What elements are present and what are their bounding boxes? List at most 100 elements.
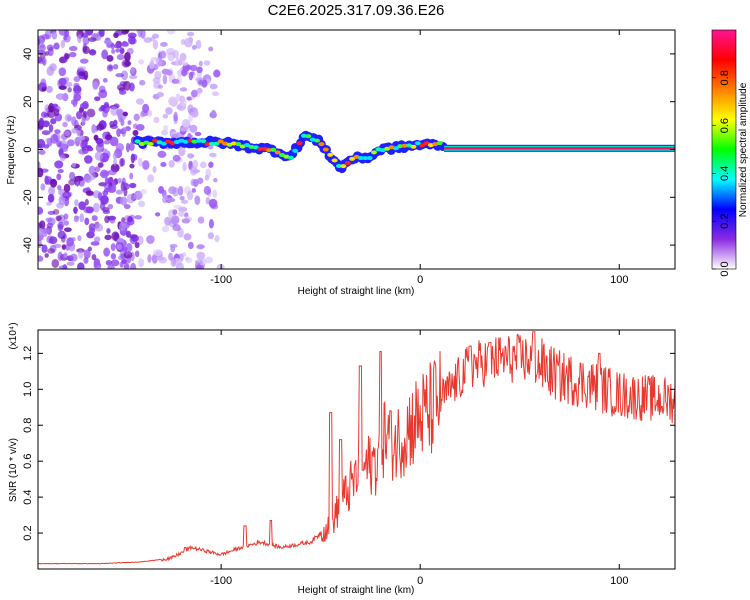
noise-blob xyxy=(58,67,67,77)
noise-blob xyxy=(110,243,116,252)
noise-blob xyxy=(46,109,56,119)
noise-blob xyxy=(82,35,90,45)
noise-blob xyxy=(132,129,139,137)
noise-blob xyxy=(134,250,140,258)
noise-blob xyxy=(40,183,46,191)
ridge-highlight xyxy=(335,163,342,168)
ridge-highlight xyxy=(414,141,421,146)
noise-blob xyxy=(119,47,125,55)
noise-blob xyxy=(57,222,65,229)
noise-blob xyxy=(103,247,111,257)
noise-blob xyxy=(94,166,101,173)
ridge-highlight xyxy=(204,142,211,147)
ridge-highlight xyxy=(340,164,347,169)
x-tick-label: -100 xyxy=(210,274,232,286)
ridge-highlight xyxy=(314,138,321,143)
noise-blob xyxy=(88,227,96,234)
noise-blob xyxy=(172,154,181,162)
noise-blob xyxy=(115,48,120,53)
noise-blob xyxy=(66,139,75,147)
ridge-highlight xyxy=(322,147,329,152)
noise-blob xyxy=(117,237,124,243)
noise-blob xyxy=(43,144,50,149)
noise-blob xyxy=(147,109,153,117)
noise-blob xyxy=(102,209,111,215)
noise-blob xyxy=(123,204,131,210)
noise-blob xyxy=(172,49,179,59)
noise-blob xyxy=(78,177,85,187)
ridge-highlight xyxy=(327,152,334,157)
noise-blob xyxy=(79,58,89,64)
ridge-highlight xyxy=(134,139,141,144)
y-tick-label: 0 xyxy=(22,146,34,152)
colorbar-tick-label: 0.6 xyxy=(719,118,731,133)
noise-blob xyxy=(173,204,182,209)
noise-blob xyxy=(113,157,118,166)
noise-blob xyxy=(172,224,181,232)
noise-blob xyxy=(78,148,87,155)
noise-blob xyxy=(127,120,132,125)
ridge-highlight xyxy=(401,143,408,148)
noise-blob xyxy=(216,264,225,269)
noise-blob xyxy=(128,82,135,92)
ridge-highlight xyxy=(292,148,299,153)
noise-blob xyxy=(207,232,215,240)
noise-blob xyxy=(58,85,67,90)
noise-blob xyxy=(140,188,147,195)
noise-blob xyxy=(41,86,47,92)
noise-blob xyxy=(179,87,188,92)
noise-blob xyxy=(63,252,68,258)
ridge-highlight xyxy=(423,141,430,146)
noise-blob xyxy=(162,195,168,201)
noise-blob xyxy=(67,115,72,122)
noise-blob xyxy=(49,63,57,72)
ridge-highlight xyxy=(344,160,351,165)
noise-blob xyxy=(71,162,76,168)
steady-line-core xyxy=(444,147,675,150)
noise-blob xyxy=(83,257,89,264)
noise-blob xyxy=(116,128,121,137)
colorbar-gradient xyxy=(711,29,737,270)
noise-blob xyxy=(124,30,129,34)
noise-blob xyxy=(57,251,63,262)
noise-blob xyxy=(119,89,127,95)
noise-blob xyxy=(134,242,140,249)
noise-blob xyxy=(38,143,43,148)
colorbar-tick-label: 0.0 xyxy=(719,261,731,276)
noise-blob xyxy=(213,177,218,183)
x-tick-label: 0 xyxy=(417,274,423,286)
noise-blob xyxy=(84,155,93,164)
noise-blob xyxy=(162,113,169,119)
noise-blob xyxy=(155,57,163,68)
noise-blob xyxy=(40,78,47,88)
noise-blob xyxy=(127,215,133,223)
noise-blob xyxy=(122,111,128,117)
snr-xlabel: Height of straight line (km) xyxy=(298,585,415,596)
noise-blob xyxy=(63,130,70,137)
noise-blob xyxy=(50,133,59,144)
noise-blob xyxy=(130,66,135,74)
noise-blob xyxy=(196,244,205,250)
spectrogram-plot-area xyxy=(38,30,675,269)
noise-blob xyxy=(100,104,106,112)
noise-blob xyxy=(52,208,60,215)
noise-blob xyxy=(155,212,161,217)
noise-blob xyxy=(187,153,195,159)
noise-blob xyxy=(99,202,106,211)
noise-blob xyxy=(102,109,108,118)
noise-blob xyxy=(55,93,65,100)
noise-blob xyxy=(194,195,201,206)
noise-blob xyxy=(169,243,178,248)
noise-blob xyxy=(135,98,145,105)
noise-blob xyxy=(66,261,75,266)
noise-blob xyxy=(107,203,114,210)
noise-blob xyxy=(176,69,182,77)
noise-blob xyxy=(137,157,143,167)
snr-plot-area xyxy=(38,331,675,565)
noise-blob xyxy=(195,77,200,82)
noise-blob xyxy=(80,139,88,150)
ridge-highlight xyxy=(305,134,312,139)
noise-blob xyxy=(123,262,130,269)
noise-blob xyxy=(110,42,115,50)
noise-blob xyxy=(83,249,91,259)
